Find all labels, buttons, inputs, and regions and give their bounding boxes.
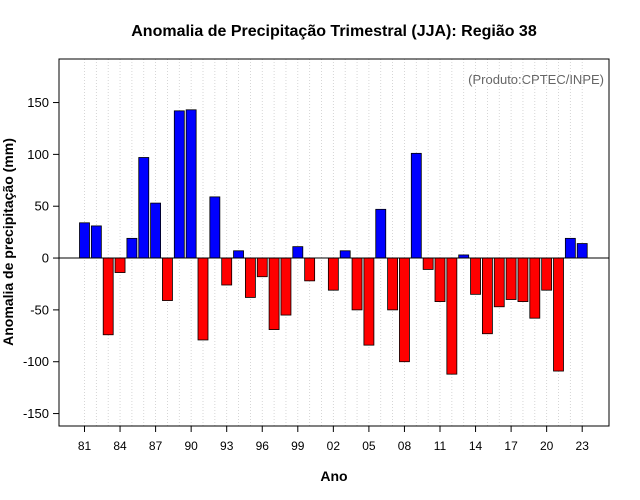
bars-group: [79, 109, 588, 375]
bar-1987: [150, 202, 162, 259]
y-tick-label: 0: [42, 251, 49, 266]
y-tick-label: 150: [27, 95, 49, 110]
bar-2012: [446, 257, 458, 375]
bar-2019: [529, 257, 541, 319]
y-tick-label: -150: [23, 406, 49, 421]
bar-2010: [422, 257, 434, 270]
x-tick-label: 81: [78, 439, 92, 453]
x-tick-label: 23: [576, 439, 590, 453]
bar-1992: [209, 196, 221, 259]
x-tick-label: 11: [434, 439, 447, 453]
bar-2003: [339, 250, 351, 259]
bar-1994: [233, 250, 244, 259]
x-tick-label: 05: [362, 439, 376, 453]
x-tick-label: 87: [149, 439, 163, 453]
bar-1983: [102, 257, 114, 336]
y-tick-label: -50: [30, 302, 49, 317]
bar-1989: [173, 110, 185, 259]
bar-2017: [505, 257, 517, 300]
x-tick-label: 20: [540, 439, 554, 453]
y-tick-label: 100: [27, 147, 49, 162]
bar-2008: [399, 257, 410, 363]
bar-1996: [256, 257, 268, 278]
bar-2000: [304, 257, 316, 282]
bar-1999: [292, 246, 304, 259]
y-axis: -150 -100 -50 0 50 100 150: [23, 95, 60, 421]
bar-2004: [351, 257, 363, 311]
x-axis-label: Ano: [320, 468, 347, 484]
bar-2020: [541, 257, 553, 291]
x-tick-label: 02: [327, 439, 341, 453]
bar-1997: [268, 257, 280, 330]
bar-1990: [185, 109, 197, 259]
bar-2015: [481, 257, 493, 335]
x-axis: 81 84 87 90 93 96 99 02 05 08 11 14 17 20 23: [78, 425, 590, 453]
y-axis-label: Anomalia de precipitação (mm): [0, 138, 16, 346]
bar-2023: [576, 243, 588, 259]
bar-2009: [410, 152, 422, 259]
x-tick-label: 84: [113, 439, 127, 453]
bar-1988: [162, 257, 173, 301]
bar-1995: [244, 257, 256, 298]
source-credit: (Produto:CPTEC/INPE): [468, 72, 604, 87]
bar-2018: [517, 257, 529, 302]
y-tick-label: 50: [35, 199, 49, 214]
bar-2002: [327, 257, 339, 291]
bar-1984: [114, 257, 126, 273]
bar-2011: [434, 257, 446, 302]
bar-2006: [375, 208, 387, 259]
y-tick-label: -100: [23, 354, 49, 369]
bar-1998: [280, 257, 292, 316]
x-tick-label: 90: [184, 439, 198, 453]
bar-1981: [79, 222, 90, 259]
bar-2021: [553, 257, 564, 372]
x-tick-label: 99: [291, 439, 305, 453]
bar-1993: [221, 257, 233, 286]
bar-2016: [493, 257, 505, 308]
x-tick-label: 93: [220, 439, 234, 453]
x-tick-label: 96: [256, 439, 270, 453]
bar-2007: [387, 257, 399, 311]
bar-2005: [363, 257, 375, 346]
bar-2022: [564, 237, 576, 259]
bar-1985: [126, 237, 138, 259]
bar-1982: [90, 225, 102, 259]
x-tick-label: 14: [469, 439, 483, 453]
x-tick-label: 08: [398, 439, 412, 453]
chart-title: Anomalia de Precipitação Trimestral (JJA…: [131, 23, 537, 40]
bar-2014: [470, 257, 481, 295]
bar-1986: [138, 157, 150, 259]
bar-1991: [197, 257, 209, 341]
x-tick-label: 17: [504, 439, 518, 453]
